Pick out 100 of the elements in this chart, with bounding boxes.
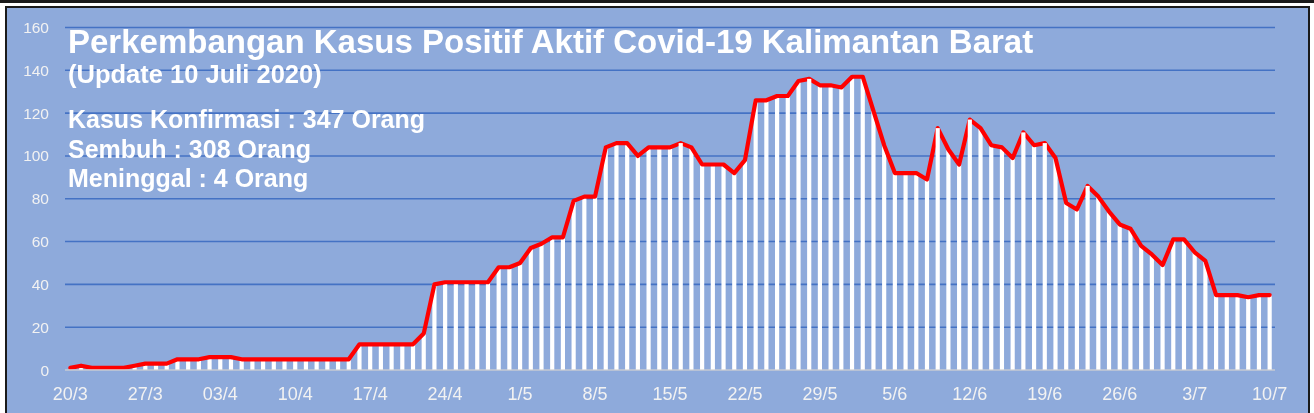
bar [1042,143,1047,370]
bar [453,282,458,370]
bar [828,85,833,370]
bar [807,78,812,370]
bar [1128,228,1133,370]
bar [1085,185,1090,370]
annotation: Kasus Konfirmasi : 347 Orang [68,105,426,133]
bar [635,155,640,370]
bar [1235,295,1240,370]
x-tick-label: 5/6 [882,384,908,404]
bar [924,179,930,370]
bar [1106,211,1112,370]
bar [1160,265,1165,370]
bar [1149,254,1154,370]
bar [443,282,448,370]
bar [946,149,951,370]
bar [1096,196,1101,370]
bar [1064,203,1069,370]
x-tick-label: 17/4 [352,384,388,404]
bar [882,145,887,370]
bar [1031,145,1037,370]
bar [849,76,855,370]
bar [914,173,919,370]
y-tick-label: 140 [23,61,50,79]
bar [742,160,748,370]
bar [485,282,491,370]
bar [774,96,780,370]
bar [753,100,758,370]
bar [721,164,726,370]
bar [539,243,544,370]
bar [550,237,555,370]
y-tick-label: 100 [23,147,50,165]
x-tick-label: 19/6 [1027,384,1063,404]
annotation: Meninggal : 4 Orang [68,164,309,192]
bar [1192,252,1197,370]
bar [903,173,908,370]
bar [678,143,683,370]
bar [817,85,822,370]
bar [1053,158,1058,370]
bar [657,147,662,370]
x-tick-label: 27/3 [127,384,163,404]
bar [1010,158,1015,370]
bar [625,143,630,370]
bar [496,267,501,370]
y-tick-label: 120 [23,104,50,122]
bar [967,119,972,370]
bar [1256,295,1262,370]
bar [571,200,576,370]
bar [1181,239,1187,370]
bar [518,262,523,370]
bar [646,147,651,370]
x-tick-label: 22/5 [727,384,763,404]
bar [667,147,673,370]
bar [592,196,598,370]
bar [700,164,705,370]
x-tick-label: 10/4 [277,384,313,404]
bar [507,267,512,370]
x-tick-label: 20/3 [52,384,88,404]
bar [989,145,994,370]
x-tick-label: 10/7 [1252,384,1288,404]
bar [1214,295,1219,370]
x-tick-label: 29/5 [802,384,838,404]
bar [732,173,737,370]
bar [560,237,566,370]
x-tick-label: 15/5 [652,384,688,404]
bar [1021,132,1026,370]
annotation: Sembuh : 308 Orang [68,134,312,163]
chart-title: Perkembangan Kasus Positif Aktif Covid-19 Kalimantan Barat [68,23,1034,60]
bar [1224,295,1229,370]
bar [1139,245,1144,370]
bar [935,128,940,370]
bar [603,147,608,370]
bar [839,87,844,370]
bar [464,282,469,370]
bar [1117,224,1122,370]
bar [764,100,769,370]
bar [785,96,790,370]
bar [1267,295,1272,370]
bar [796,81,801,370]
bar [614,143,619,370]
x-tick-label: 03/4 [202,384,238,404]
bar [978,128,983,370]
y-tick-label: 80 [31,190,50,208]
bar [475,282,480,370]
y-tick-label: 160 [23,19,50,36]
x-tick-label: 12/6 [952,384,988,404]
bar [999,147,1005,370]
x-tick-label: 24/4 [427,384,463,404]
bar [582,196,587,370]
bar [528,247,533,370]
bar [1074,209,1079,370]
y-tick-label: 40 [31,275,50,293]
y-tick-label: 0 [40,361,50,379]
bar [1203,260,1208,370]
bar [710,164,715,370]
y-tick-label: 20 [31,318,50,336]
y-tick-label: 60 [31,233,50,251]
x-tick-label: 8/5 [582,384,608,404]
x-tick-label: 1/5 [507,384,533,404]
x-tick-label: 3/7 [1182,384,1208,404]
